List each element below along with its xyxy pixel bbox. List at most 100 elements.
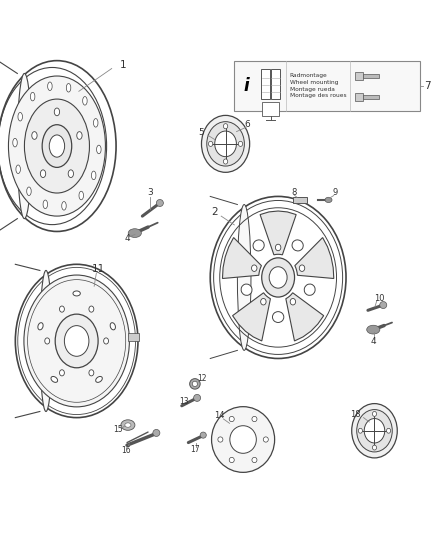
Text: 4: 4 [371,337,376,346]
Ellipse shape [215,131,237,157]
Ellipse shape [299,265,305,271]
Bar [128,333,139,341]
Ellipse shape [325,197,332,203]
Ellipse shape [8,76,106,216]
Ellipse shape [292,240,303,251]
Ellipse shape [207,122,244,166]
Ellipse shape [38,322,43,330]
Ellipse shape [252,416,257,422]
Ellipse shape [27,187,31,196]
Ellipse shape [121,420,135,430]
Bar [363,95,379,99]
Ellipse shape [110,322,116,330]
Ellipse shape [32,132,37,139]
Ellipse shape [241,284,252,295]
Ellipse shape [24,275,129,407]
Ellipse shape [230,426,256,453]
Ellipse shape [251,265,257,271]
Text: 14: 14 [214,411,224,420]
Ellipse shape [13,139,17,147]
Circle shape [156,199,163,206]
Polygon shape [260,211,296,255]
Ellipse shape [89,306,94,312]
Polygon shape [286,293,324,341]
Ellipse shape [352,403,397,458]
Circle shape [153,430,160,437]
Ellipse shape [68,170,74,177]
Bar [262,102,279,116]
Ellipse shape [55,314,98,368]
Ellipse shape [51,376,58,382]
Ellipse shape [212,407,275,472]
Ellipse shape [261,298,266,305]
Ellipse shape [290,298,296,305]
Ellipse shape [125,423,131,427]
Ellipse shape [30,92,35,101]
Text: 18: 18 [350,410,361,419]
Text: 5: 5 [198,128,205,138]
Text: 12: 12 [197,374,206,383]
Ellipse shape [229,416,234,422]
Bar [271,69,280,99]
Ellipse shape [272,312,284,322]
Ellipse shape [372,411,377,416]
Ellipse shape [45,338,49,344]
Ellipse shape [92,171,96,180]
Ellipse shape [42,125,72,167]
Ellipse shape [40,270,52,411]
Text: 3: 3 [147,189,153,197]
Ellipse shape [201,115,250,172]
Text: 6: 6 [244,119,251,128]
Ellipse shape [387,429,391,433]
Circle shape [194,394,201,401]
Polygon shape [233,293,270,341]
Ellipse shape [54,108,60,116]
Bar [363,74,379,78]
Text: 7: 7 [424,81,431,91]
Ellipse shape [253,240,264,251]
Ellipse shape [223,159,228,164]
Ellipse shape [276,244,281,251]
Ellipse shape [66,84,71,92]
Polygon shape [223,238,261,279]
Ellipse shape [49,135,65,157]
Text: 1: 1 [119,60,126,70]
Ellipse shape [357,409,392,452]
Ellipse shape [97,145,101,154]
Ellipse shape [104,338,109,344]
Ellipse shape [358,429,362,433]
Ellipse shape [238,141,243,147]
Text: 13: 13 [179,397,189,406]
Ellipse shape [263,437,268,442]
Text: 10: 10 [374,294,384,303]
Ellipse shape [208,141,213,147]
Ellipse shape [18,112,22,121]
Text: 16: 16 [121,447,131,455]
Ellipse shape [25,99,89,193]
Ellipse shape [89,370,94,376]
Ellipse shape [77,132,82,139]
Text: 8: 8 [292,188,297,197]
Circle shape [192,381,198,386]
Text: 9: 9 [332,189,338,197]
Ellipse shape [261,258,295,297]
Polygon shape [293,197,307,203]
Ellipse shape [223,124,228,129]
Ellipse shape [43,200,48,208]
Ellipse shape [18,74,32,219]
Ellipse shape [304,284,315,295]
Ellipse shape [252,457,257,463]
Circle shape [190,378,200,389]
Ellipse shape [40,170,46,177]
Text: i: i [244,77,250,95]
Ellipse shape [128,229,141,238]
Ellipse shape [48,82,52,91]
Ellipse shape [237,205,251,350]
Ellipse shape [73,291,80,296]
Ellipse shape [367,325,380,334]
Text: 4: 4 [124,233,130,243]
Polygon shape [295,238,334,279]
Text: 17: 17 [190,445,200,454]
Ellipse shape [364,418,385,443]
Bar [355,71,363,80]
